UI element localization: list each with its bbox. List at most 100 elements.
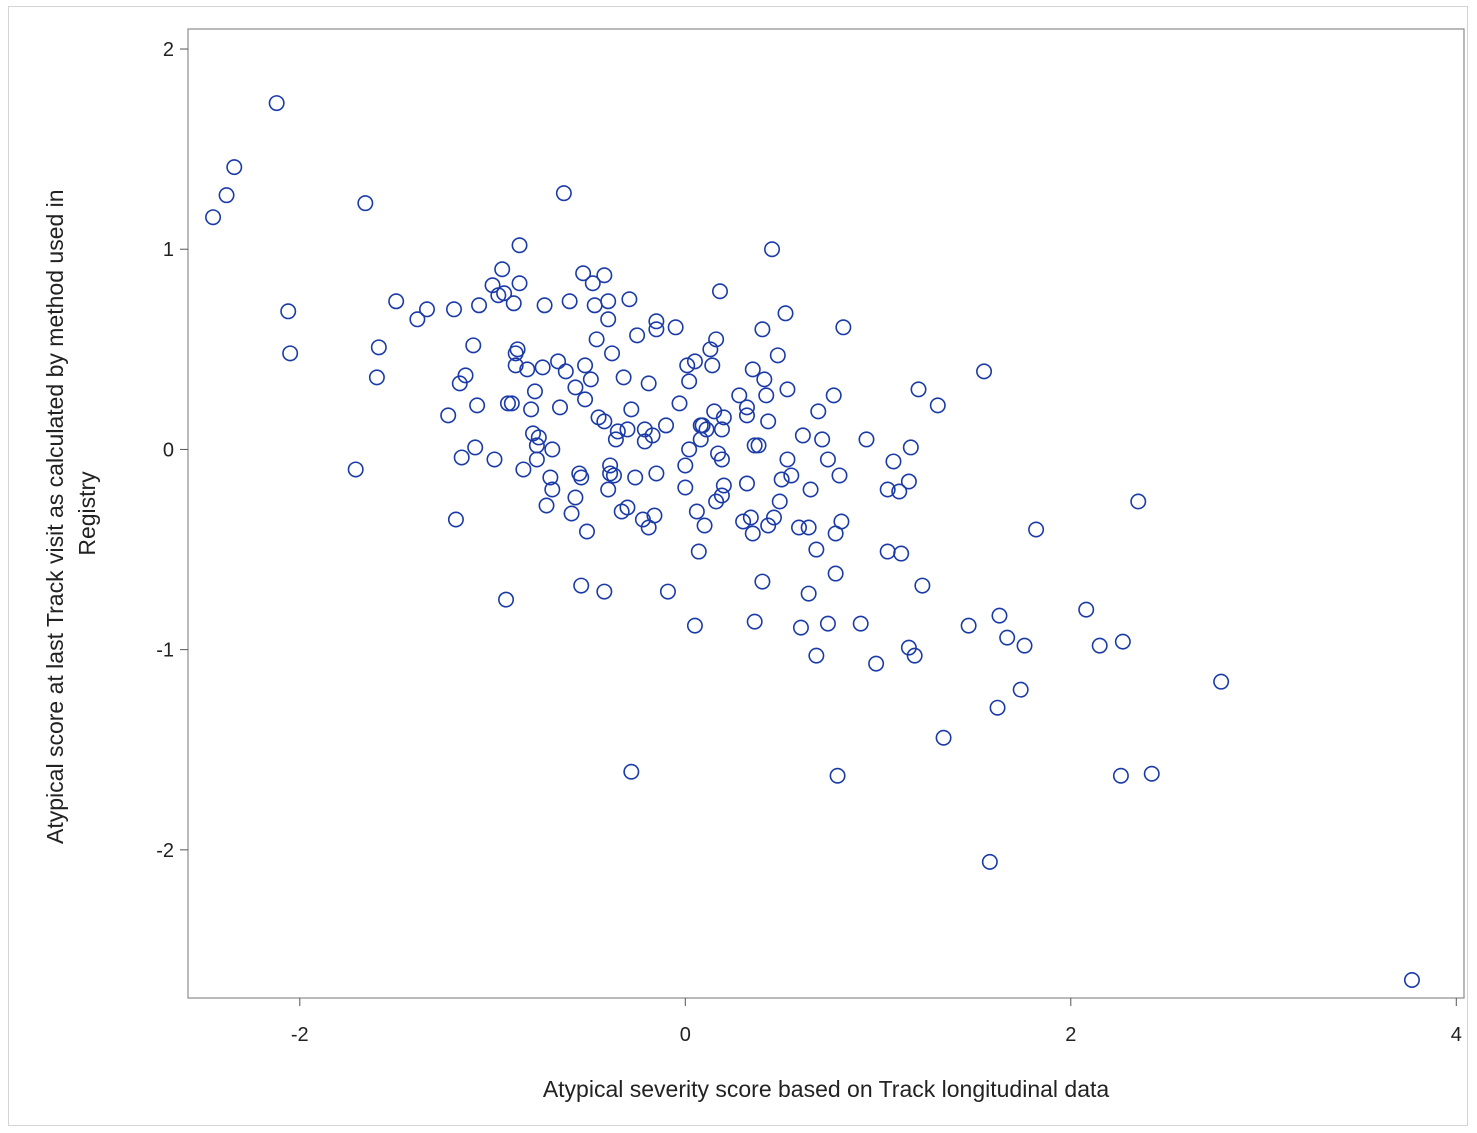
data-point [596,267,613,284]
data-point [575,265,592,282]
data-point [981,853,998,870]
data-point [764,241,781,258]
data-point [808,541,825,558]
data-point [713,451,730,468]
data-point [746,613,763,630]
data-point [929,397,946,414]
data-point [746,437,763,454]
data-point [465,337,482,354]
data-point [619,421,636,438]
data-point [578,523,595,540]
data-point [1130,493,1147,510]
data-point [280,303,297,320]
data-point [511,275,528,292]
data-point [505,295,522,312]
data-point [1114,633,1131,650]
data-point [835,319,852,336]
data-point [588,331,605,348]
data-point [528,451,545,468]
data-point [536,297,553,314]
data-point [829,767,846,784]
plot-area [187,28,1465,999]
y-axis: 2 1 0 -1 -2 [156,39,188,862]
data-point [681,373,698,390]
data-point [738,407,755,424]
data-point [800,585,817,602]
data-point [538,497,555,514]
data-point [800,519,817,536]
data-point [555,185,572,202]
data-point [794,427,811,444]
data-point [771,493,788,510]
data-point [615,369,632,386]
data-point [457,367,474,384]
data-point [451,375,468,392]
data-point [758,387,775,404]
data-point [634,511,651,528]
data-point [658,417,675,434]
data-point [999,629,1016,646]
data-point [827,565,844,582]
data-point [914,577,931,594]
data-point [976,363,993,380]
data-point [511,237,528,254]
x-tick-label: 0 [680,1024,691,1046]
data-point [623,763,640,780]
data-point [368,369,385,386]
data-point [831,467,848,484]
data-point [852,615,869,632]
data-point [1143,765,1160,782]
data-point [471,297,488,314]
data-point [779,451,796,468]
data-point [523,401,540,418]
data-point [550,353,567,370]
data-point [561,293,578,310]
data-point [754,573,771,590]
data-point [515,461,532,478]
data-point [686,353,703,370]
data-point [989,699,1006,716]
data-point [1213,673,1230,690]
data-point [708,493,725,510]
data-point [503,395,520,412]
data-point [744,525,761,542]
data-point [760,413,777,430]
data-point [715,409,732,426]
data-point [735,513,752,530]
data-point [756,371,773,388]
data-point [623,401,640,418]
data-point [754,321,771,338]
data-point [347,461,364,478]
x-axis: -2 0 2 4 [291,998,1462,1046]
data-point [814,431,831,448]
data-point [646,507,663,524]
data-point [440,407,457,424]
data-point [690,543,707,560]
data-point [679,357,696,374]
data-point [567,489,584,506]
data-point [596,413,613,430]
data-point [648,313,665,330]
data-point [879,543,896,560]
data-point [659,583,676,600]
data-point [419,301,436,318]
data-point [791,519,808,536]
y-tick-label: 2 [163,39,174,61]
data-point [409,311,426,328]
data-point [677,479,694,496]
data-point [388,293,405,310]
data-point [779,381,796,398]
data-point [738,399,755,416]
data-point [802,481,819,498]
data-point [357,195,374,212]
data-point [557,363,574,380]
data-point [282,345,299,362]
data-point [906,647,923,664]
data-point [681,441,698,458]
data-point [715,477,732,494]
data-point [534,359,551,376]
data-point [742,509,759,526]
data-point [600,311,617,328]
data-point [498,591,515,608]
data-point [773,471,790,488]
